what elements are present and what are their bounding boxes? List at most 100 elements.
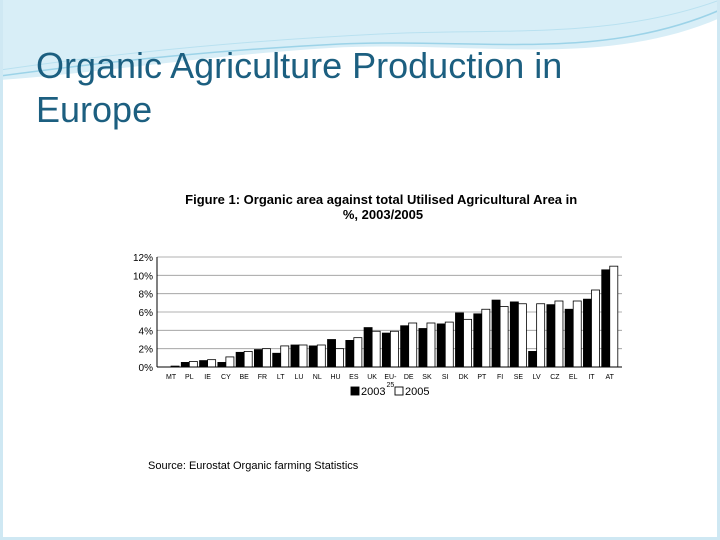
x-tick-label: MT: [166, 374, 177, 381]
x-tick-label: NL: [313, 374, 322, 381]
x-tick-label: HU: [331, 374, 341, 381]
legend-label-2005: 2005: [405, 386, 429, 398]
y-tick-label: 6%: [139, 308, 154, 319]
bar-2003-IE: [199, 360, 209, 368]
bar-2005-FR: [262, 348, 271, 368]
bar-2005-IE: [207, 359, 217, 368]
bar-2005-SE: [517, 303, 527, 368]
bar-2003-EU-25: [381, 332, 391, 368]
bar-2003-IT: [583, 298, 592, 368]
bar-2005-CY: [225, 356, 235, 368]
bar-2005-IT: [591, 289, 600, 368]
legend-label-2003: 2003: [361, 386, 385, 398]
bar-2005-BE: [243, 351, 253, 368]
chart-bars: [170, 265, 619, 368]
bar-2005-LU: [298, 344, 308, 368]
slide-border-right: [717, 0, 720, 540]
x-tick-label: UK: [367, 374, 377, 381]
header-wave-line: [0, 9, 720, 77]
bar-2005-EU-25: [390, 330, 399, 368]
y-tick-label: 8%: [139, 290, 154, 301]
bar-2003-EL: [564, 308, 574, 368]
bar-2003-AT: [601, 269, 611, 368]
x-tick-label: EL: [569, 374, 578, 381]
bar-2003-BE: [235, 351, 245, 368]
header-wave-decoration: [0, 0, 720, 80]
x-tick-label: LT: [277, 374, 285, 381]
x-tick-label: DK: [459, 374, 469, 381]
bar-2005-SK: [426, 322, 436, 368]
x-tick-label: FI: [497, 374, 503, 381]
bar-2003-DE: [400, 325, 410, 368]
bar-2003-LV: [528, 351, 538, 368]
x-tick-label: EU-25: [384, 374, 397, 389]
slide-border-bottom: [0, 537, 720, 540]
x-tick-label: PT: [477, 374, 487, 381]
chart-axes: 0% 2% 4% 6% 8% 10% 12% MT PL IE CY BE FR LT LU NL HU ES UK…: [133, 253, 622, 389]
bar-2003-DK: [455, 312, 464, 368]
bar-2005-EL: [572, 300, 582, 368]
x-tick-label: ES: [349, 374, 359, 381]
bar-2005-SI: [444, 321, 454, 368]
source-note: Source: Eurostat Organic farming Statist…: [148, 460, 359, 472]
x-tick-label: SE: [514, 374, 524, 381]
bar-2005-AT: [609, 265, 619, 368]
x-tick-label: IT: [588, 374, 595, 381]
x-tick-label: LU: [295, 374, 304, 381]
slide-title: Organic Agriculture Production in Europe: [36, 45, 563, 130]
y-tick-label: 4%: [139, 326, 154, 337]
bar-2005-DK: [463, 318, 472, 368]
bar-2005-PL: [188, 361, 198, 368]
chart-title-line-1: Figure 1: Organic area against total Uti…: [185, 192, 577, 207]
x-tick-label: SI: [442, 374, 449, 381]
bar-2005-FI: [499, 306, 509, 368]
bar-2003-UK: [363, 327, 373, 368]
x-tick-label: LV: [533, 374, 541, 381]
y-tick-label: 0%: [139, 363, 154, 374]
x-tick-label: BE: [239, 374, 249, 381]
x-tick-label: CY: [221, 374, 231, 381]
chart-title: Figure 1: Organic area against total Uti…: [185, 192, 581, 222]
bar-2005-PT: [481, 308, 491, 368]
legend-swatch-2005: [394, 386, 404, 396]
y-tick-label: 2%: [139, 345, 154, 356]
x-tick-label: FR: [258, 374, 267, 381]
x-tick-label: AT: [606, 374, 615, 381]
bar-2003-NL: [308, 345, 318, 368]
bar-2005-NL: [316, 344, 326, 368]
bar-2005-ES: [353, 337, 363, 368]
y-tick-label: 10%: [133, 271, 153, 282]
legend-swatch-2003: [350, 386, 360, 396]
bar-2003-PL: [180, 362, 190, 368]
y-tick-label: 12%: [133, 253, 153, 264]
x-tick-label: CZ: [550, 374, 560, 381]
bar-2005-DE: [408, 322, 418, 368]
bar-2003-SI: [436, 323, 446, 368]
x-tick-label: IE: [204, 374, 211, 381]
bar-2003-LU: [290, 344, 300, 368]
chart-legend: 2003 2005: [350, 386, 429, 398]
x-tick-label: PL: [185, 374, 194, 381]
bar-2005-UK: [371, 330, 381, 368]
chart-figure: Figure 1: Organic area against total Uti…: [115, 185, 652, 423]
bar-2003-SE: [509, 301, 519, 368]
x-tick-label: DE: [404, 374, 414, 381]
bar-2003-ES: [345, 340, 355, 368]
bar-2003-PT: [473, 313, 483, 368]
bar-2005-HU: [335, 348, 345, 368]
x-tick-label: SK: [422, 374, 432, 381]
bar-2003-LT: [272, 352, 282, 368]
bar-2003-FI: [491, 299, 501, 368]
header-wave-line-2: [0, 0, 720, 71]
bar-2003-FR: [253, 349, 263, 368]
bar-2003-HU: [327, 339, 336, 368]
bar-2005-CZ: [554, 300, 564, 368]
bar-2005-LV: [536, 303, 546, 368]
bar-2003-CY: [217, 362, 227, 368]
bar-2003-SK: [418, 328, 428, 368]
bar-2003-CZ: [546, 304, 556, 368]
chart-title-line-2: %, 2003/2005: [343, 207, 423, 222]
bar-chart: Figure 1: Organic area against total Uti…: [133, 192, 622, 398]
slide-border-left: [0, 0, 3, 540]
